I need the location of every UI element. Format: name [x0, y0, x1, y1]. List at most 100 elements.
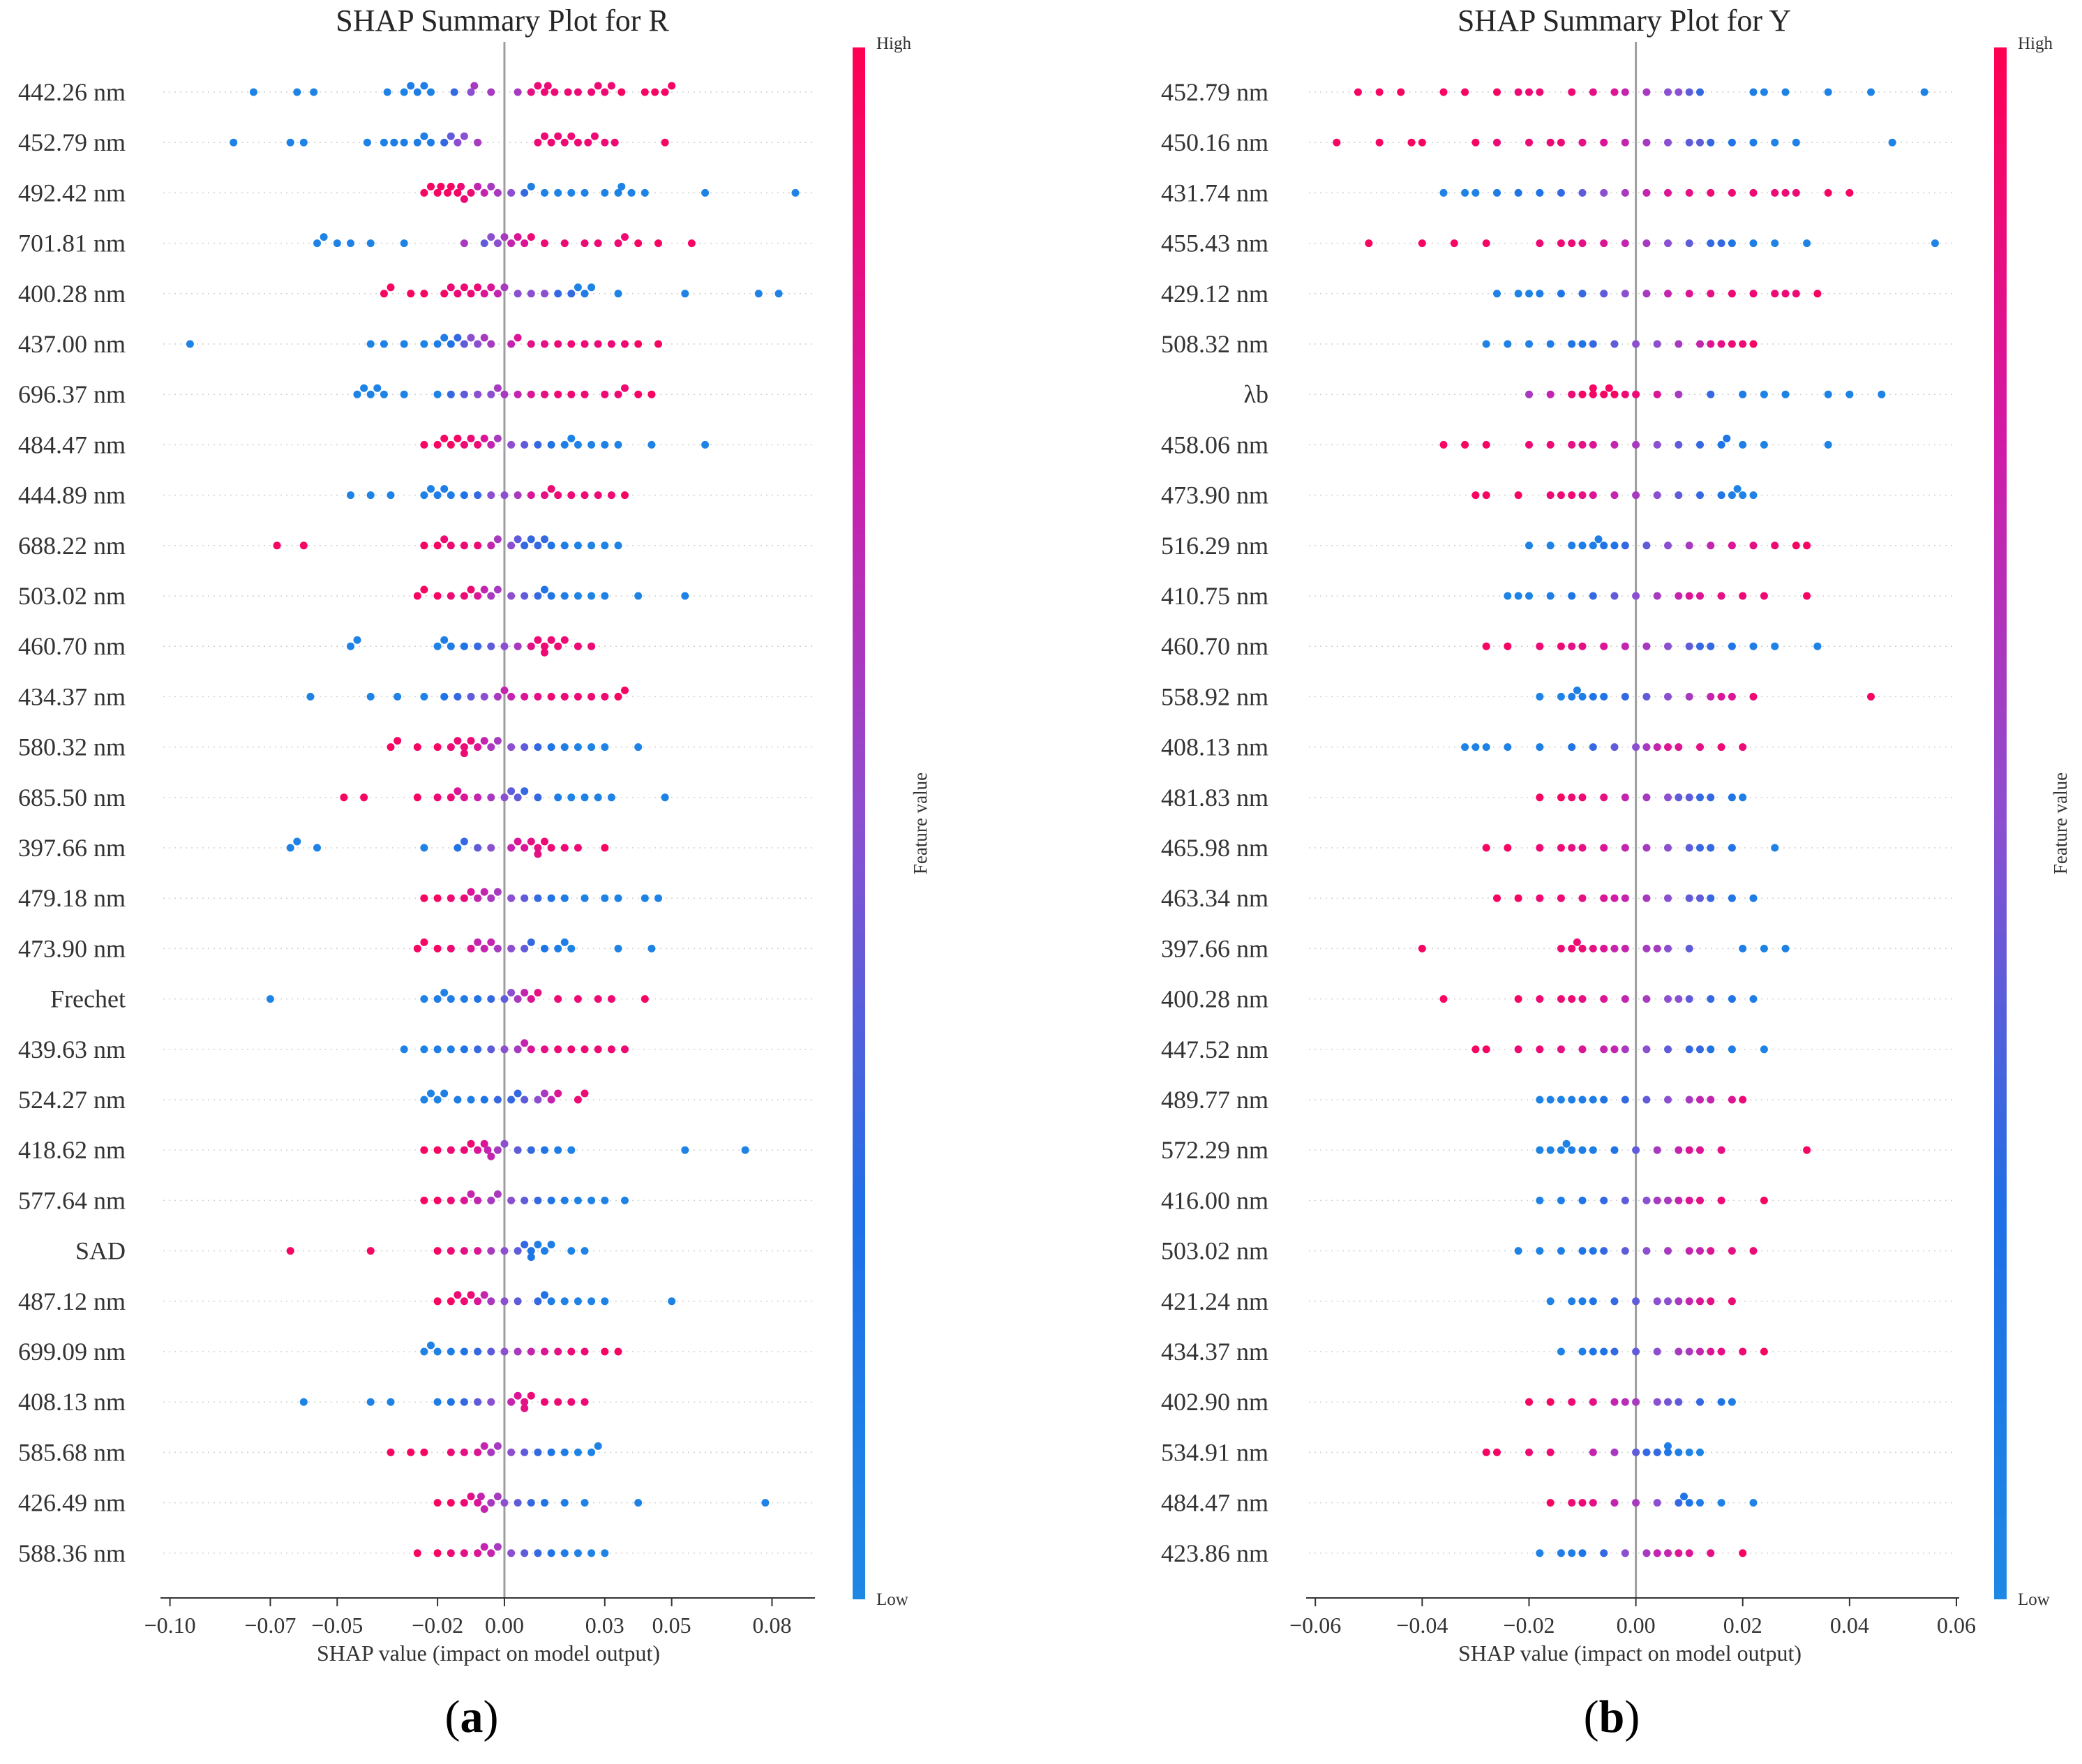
chart-b-point: [1781, 390, 1790, 398]
chart-a-point: [687, 239, 696, 248]
chart-a-point: [433, 1045, 442, 1054]
chart-a-point: [433, 1247, 442, 1255]
chart-b-point: [1728, 239, 1736, 248]
chart-a-point: [400, 138, 408, 147]
chart-a-point: [554, 188, 562, 197]
chart-b-point: [1546, 1448, 1555, 1456]
chart-b-point: [1685, 642, 1693, 650]
chart-b-point: [1589, 1347, 1597, 1356]
chart-b-point: [1685, 1448, 1693, 1456]
chart-a-point: [514, 1499, 522, 1507]
chart-a-point: [299, 138, 308, 147]
chart-b-feature-label: 489.77 nm: [1161, 1086, 1268, 1114]
chart-a-point: [541, 188, 548, 197]
chart-b-point: [1632, 1146, 1640, 1154]
chart-b-point: [1632, 1499, 1640, 1507]
chart-a-point: [647, 944, 656, 952]
chart-a-point: [480, 888, 488, 896]
chart-b-point: [1536, 1549, 1544, 1557]
chart-b-feature-label: 400.28 nm: [1161, 985, 1268, 1013]
chart-a-point: [527, 1499, 535, 1507]
chart-a-point: [433, 340, 442, 348]
chart-a-point: [614, 1347, 622, 1356]
chart-b-point: [1685, 188, 1693, 197]
chart-b-point: [1707, 1045, 1715, 1054]
chart-b-point: [1536, 995, 1544, 1003]
chart-b-point: [1600, 1549, 1608, 1557]
chart-a-point: [594, 340, 602, 348]
chart-a-point: [413, 1549, 421, 1557]
chart-b-point: [1557, 1549, 1565, 1557]
chart-a-point: [547, 1297, 555, 1306]
chart-a-point: [493, 188, 502, 197]
chart-b-point: [1792, 138, 1800, 147]
chart-a-point: [467, 737, 475, 745]
chart-a-point: [527, 1347, 535, 1356]
chart-b-point: [1525, 541, 1533, 550]
chart-b-point: [1728, 1297, 1736, 1306]
chart-b-point: [1568, 1146, 1576, 1154]
chart-a-point: [560, 592, 569, 600]
chart-a-point: [554, 390, 562, 398]
chart-b-point: [1578, 290, 1587, 298]
chart-b: SHAP Summary Plot for Y 452.79 nm 450.16 …: [1161, 3, 2071, 1742]
chart-b-point: [1536, 290, 1544, 298]
chart-a-point: [413, 743, 421, 752]
chart-a-point: [500, 1499, 509, 1507]
chart-a-point: [286, 844, 294, 852]
chart-b-point: [1621, 138, 1629, 147]
chart-a-colorbar: [853, 47, 865, 1599]
chart-b-feature-label: 503.02 nm: [1161, 1237, 1268, 1265]
chart-a-point: [587, 541, 596, 550]
chart-a-point: [541, 1089, 548, 1098]
chart-a-point: [627, 188, 636, 197]
chart-b-point: [1653, 440, 1661, 449]
chart-b-feature-label: 572.29 nm: [1161, 1136, 1268, 1164]
chart-a-point: [541, 132, 548, 140]
chart-a-point: [447, 1549, 455, 1557]
chart-a-point: [487, 1045, 495, 1054]
chart-b-point: [1578, 188, 1587, 197]
chart-a-feature-label: 400.28 nm: [18, 280, 126, 308]
chart-a-point: [607, 340, 615, 348]
chart-b-point: [1504, 844, 1512, 852]
chart-a-point: [534, 138, 542, 147]
chart-a-feature-label: 473.90 nm: [18, 934, 126, 962]
chart-b-point: [1675, 88, 1683, 96]
chart-a-point: [387, 1448, 395, 1456]
chart-a-point: [447, 340, 455, 348]
chart-b-point: [1739, 592, 1747, 600]
chart-a-point: [474, 1196, 482, 1204]
chart-b-point: [1685, 1045, 1693, 1054]
chart-b-point: [1696, 1499, 1704, 1507]
chart-b-point: [1632, 390, 1640, 398]
chart-a-point: [587, 1549, 596, 1557]
chart-a-point: [520, 1039, 529, 1047]
chart-b-point: [1504, 743, 1512, 752]
chart-b-point: [1578, 1549, 1587, 1557]
chart-a-point: [460, 749, 468, 758]
chart-a-point: [480, 1442, 488, 1450]
chart-b-point: [1632, 440, 1640, 449]
chart-a-point: [454, 737, 462, 745]
chart-a-point: [484, 1146, 492, 1154]
chart-a-point: [594, 793, 602, 802]
chart-a-point: [444, 188, 451, 197]
chart-b-point: [1621, 692, 1629, 701]
chart-a-point: [560, 1549, 569, 1557]
chart-a-point: [460, 541, 468, 550]
chart-a-point: [487, 844, 495, 852]
chart-a-point: [584, 138, 592, 147]
chart-b-point: [1621, 1398, 1629, 1406]
chart-a-point: [581, 290, 589, 298]
chart-b-point: [1621, 793, 1629, 802]
chart-b-point: [1867, 88, 1875, 96]
chart-a-point: [306, 692, 315, 701]
chart-a-point: [460, 283, 468, 292]
chart-b-point: [1578, 894, 1587, 902]
chart-a-point: [547, 440, 555, 449]
chart-b-point: [1696, 440, 1704, 449]
chart-a-point: [433, 1196, 442, 1204]
chart-a-point: [607, 491, 615, 500]
chart-b-point: [1803, 1146, 1811, 1154]
